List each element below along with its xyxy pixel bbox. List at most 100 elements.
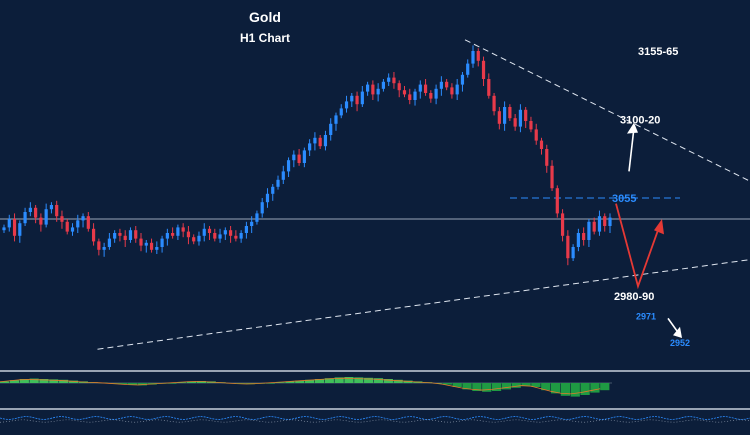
candle-body: [129, 230, 132, 240]
candle-body: [81, 216, 84, 220]
candle-body: [76, 220, 79, 227]
candle-body: [39, 218, 42, 225]
candle-body: [340, 108, 343, 115]
candle-body: [350, 96, 353, 102]
candle-body: [492, 96, 495, 111]
candle-body: [313, 138, 316, 144]
level-label: 3155-65: [638, 46, 678, 58]
candle-body: [519, 110, 522, 127]
candle-body: [218, 234, 221, 238]
candle-body: [593, 222, 596, 232]
candle-body: [261, 202, 264, 213]
candle-body: [445, 82, 448, 88]
candle-body: [124, 236, 127, 240]
candle-body: [66, 222, 69, 232]
candle-body: [361, 92, 364, 105]
candle-body: [419, 85, 422, 92]
candle-body: [550, 166, 553, 188]
candle-body: [55, 205, 58, 216]
candle-body: [150, 243, 153, 250]
candle-body: [276, 180, 279, 187]
macd-bar: [502, 383, 511, 389]
candle-body: [319, 138, 322, 146]
candle-body: [482, 61, 485, 79]
candle-body: [250, 222, 253, 226]
candle-body: [608, 218, 611, 226]
candle-body: [71, 227, 74, 231]
candle-body: [587, 222, 590, 240]
candle-body: [471, 51, 474, 64]
candle-body: [29, 208, 32, 212]
candle-body: [23, 212, 26, 223]
candle-body: [34, 208, 37, 218]
candle-body: [424, 85, 427, 93]
level-label: 3100-20: [620, 115, 660, 127]
candle-body: [413, 92, 416, 100]
candle-body: [103, 247, 106, 250]
macd-bar: [600, 383, 609, 390]
candle-body: [403, 90, 406, 94]
candle-body: [345, 101, 348, 108]
candle-body: [287, 160, 290, 171]
candle-body: [577, 233, 580, 247]
candle-body: [224, 230, 227, 234]
candle-body: [514, 118, 517, 126]
candle-body: [603, 216, 606, 226]
level-label: 3055: [612, 193, 636, 205]
candle-body: [45, 209, 48, 224]
candle-body: [203, 229, 206, 236]
candle-body: [50, 205, 53, 209]
candle-body: [535, 129, 538, 140]
candle-body: [387, 78, 390, 82]
candle-body: [8, 219, 11, 227]
candle-body: [408, 94, 411, 100]
candle-body: [561, 213, 564, 235]
candle-body: [540, 141, 543, 149]
candle-body: [435, 89, 438, 99]
candle-body: [572, 247, 575, 258]
chart-subtitle: H1 Chart: [240, 31, 290, 45]
candle-body: [377, 89, 380, 95]
candle-body: [60, 216, 63, 222]
candle-body: [598, 216, 601, 231]
macd-bar: [492, 383, 501, 391]
candle-body: [440, 82, 443, 89]
macd-bar: [571, 383, 580, 397]
candle-body: [134, 230, 137, 238]
candle-body: [429, 93, 432, 99]
candle-body: [234, 236, 237, 239]
candle-body: [160, 239, 163, 247]
candle-body: [18, 223, 21, 236]
candle-body: [392, 78, 395, 84]
candle-body: [477, 51, 480, 61]
candle-body: [508, 107, 511, 118]
chart-title: Gold: [249, 9, 281, 25]
candle-body: [324, 135, 327, 146]
candle-body: [240, 233, 243, 239]
candle-body: [529, 121, 532, 129]
candle-body: [182, 227, 185, 231]
candle-body: [524, 110, 527, 121]
candle-body: [366, 85, 369, 92]
candle-body: [271, 187, 274, 194]
candle-body: [466, 64, 469, 75]
candle-body: [334, 115, 337, 123]
macd-bar: [512, 383, 521, 388]
candle-body: [266, 194, 269, 202]
candle-body: [166, 233, 169, 239]
candle-body: [292, 155, 295, 161]
candle-body: [176, 227, 179, 235]
candle-body: [297, 155, 300, 163]
candle-body: [398, 83, 401, 90]
candle-body: [13, 219, 16, 236]
candle-body: [255, 213, 258, 221]
candle-body: [97, 241, 100, 249]
candle-body: [498, 111, 501, 124]
candle-body: [545, 149, 548, 166]
candle-body: [229, 230, 232, 236]
candle-body: [503, 107, 506, 124]
candle-body: [187, 232, 190, 238]
